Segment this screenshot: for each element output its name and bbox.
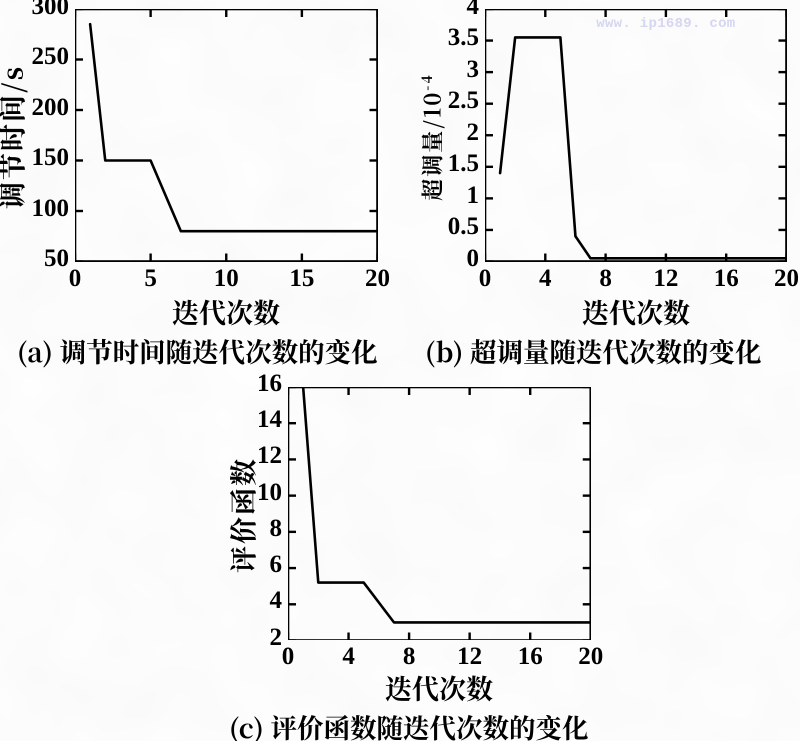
svg-text:www. ip1689. com: www. ip1689. com xyxy=(596,16,735,32)
